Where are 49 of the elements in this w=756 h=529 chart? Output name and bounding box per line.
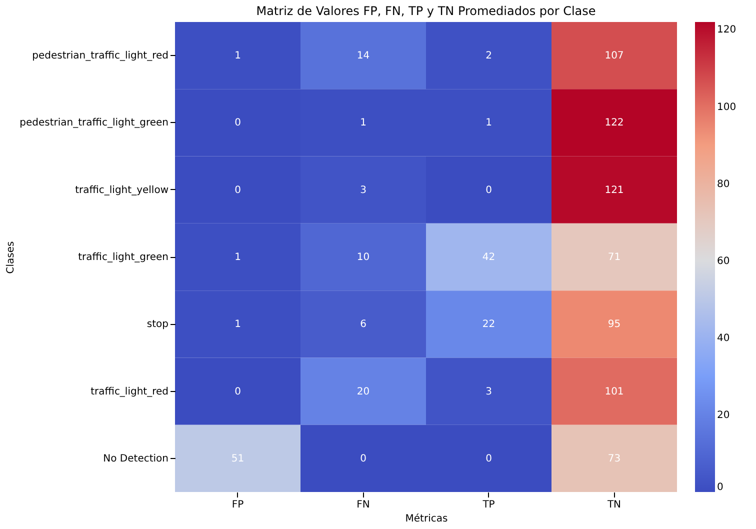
data-label: 0 bbox=[486, 453, 492, 464]
data-label: 71 bbox=[608, 252, 621, 263]
data-label: 1 bbox=[360, 118, 366, 129]
y-tick-label: pedestrian_traffic_light_red bbox=[32, 50, 168, 62]
data-label: 3 bbox=[360, 184, 366, 196]
color-bar-label: 60 bbox=[717, 256, 730, 267]
data-label: 1 bbox=[234, 319, 241, 330]
data-label: 42 bbox=[482, 252, 496, 263]
y-axis-title: Clases bbox=[6, 241, 17, 274]
y-tick-label: pedestrian_traffic_light_green bbox=[20, 118, 168, 129]
color-bar-label: 0 bbox=[717, 482, 724, 493]
data-label: 1 bbox=[234, 252, 241, 263]
y-tick-label: traffic_light_green bbox=[78, 252, 168, 263]
data-label: 22 bbox=[482, 319, 496, 330]
x-tick-label: FP bbox=[232, 500, 244, 510]
data-label: 3 bbox=[486, 386, 492, 398]
data-label: 0 bbox=[486, 184, 492, 196]
data-label: 95 bbox=[608, 319, 621, 330]
color-bar-label: 20 bbox=[717, 410, 730, 421]
data-label: 2 bbox=[486, 50, 492, 62]
data-label: 1 bbox=[486, 118, 492, 129]
color-bar-label: 100 bbox=[717, 102, 736, 113]
y-tick-label: stop bbox=[146, 319, 168, 330]
color-bar-label: 40 bbox=[717, 332, 730, 344]
y-tick-label: No Detection bbox=[103, 453, 168, 464]
data-label: 14 bbox=[356, 50, 370, 62]
data-label: 51 bbox=[231, 453, 244, 464]
y-tick-label: traffic_light_yellow bbox=[75, 184, 168, 196]
color-bar-label: 80 bbox=[717, 178, 730, 190]
y-tick-label: traffic_light_red bbox=[90, 386, 168, 398]
data-label: 20 bbox=[356, 386, 370, 398]
data-label: 0 bbox=[234, 118, 241, 129]
x-axis-title: Métricas bbox=[405, 514, 448, 524]
chart-title: Matriz de Valores FP, FN, TP y TN Promediados por Clase bbox=[256, 4, 596, 18]
data-label: 0 bbox=[360, 453, 366, 464]
data-label: 122 bbox=[604, 118, 624, 129]
data-label: 107 bbox=[604, 50, 624, 62]
data-label: 121 bbox=[604, 184, 624, 196]
data-label: 1 bbox=[234, 50, 241, 62]
x-tick-label: TP bbox=[482, 500, 495, 510]
data-label: 101 bbox=[604, 386, 624, 398]
data-label: 0 bbox=[234, 386, 241, 398]
data-label: 0 bbox=[234, 184, 241, 196]
data-label: 6 bbox=[360, 319, 366, 330]
x-tick-label: TN bbox=[606, 500, 622, 510]
data-label: 73 bbox=[608, 453, 621, 464]
color-bar-label: 120 bbox=[717, 24, 736, 36]
x-tick-label: FN bbox=[356, 500, 370, 510]
data-label: 10 bbox=[356, 252, 370, 263]
